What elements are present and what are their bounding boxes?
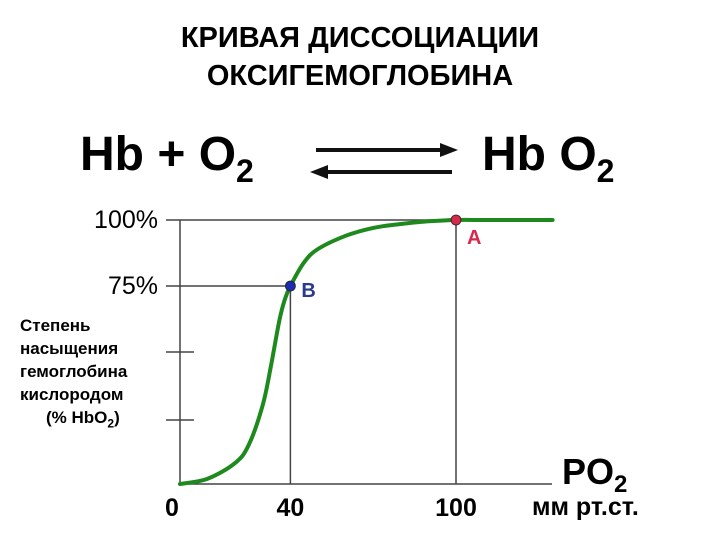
- y-axis-label-line: Степень: [20, 316, 91, 335]
- y-axis-label-subscript: 2: [107, 416, 115, 431]
- y-axis-label-close: ): [114, 408, 120, 427]
- equation-product-text: Hb O: [482, 128, 597, 181]
- x-tick-label: 0: [165, 494, 179, 522]
- x-axis-label-text: PO: [562, 451, 615, 492]
- saturation-curve: [178, 217, 555, 486]
- point-b-label: B: [301, 280, 315, 302]
- equation-product: Hb O2: [482, 130, 614, 196]
- point-a-label: A: [467, 227, 481, 249]
- reversible-reaction-arrows: [310, 143, 458, 179]
- y-axis-label-text: (% HbO: [46, 408, 108, 427]
- y-axis-label-line: кислородом: [20, 385, 124, 404]
- x-axis-label: PO2: [562, 452, 627, 505]
- chart-title-line-2: ОКСИГЕМОГЛОБИНА: [206, 60, 514, 92]
- x-axis-label-subscript: 2: [614, 471, 628, 498]
- equation-product-subscript: 2: [596, 153, 615, 189]
- y-tick-label: 75%: [108, 272, 158, 300]
- y-axis-label: Степень насыщения гемоглобина кислородом…: [20, 314, 127, 435]
- equation-reactants-text: Hb + O: [80, 128, 237, 181]
- point-b-marker: [284, 280, 296, 292]
- y-axis-label-line: (% HbO2): [20, 406, 127, 435]
- forward-arrowhead-icon: [440, 143, 458, 157]
- equation-reactants: Hb + O2: [80, 130, 254, 196]
- point-a-marker: [450, 214, 462, 226]
- y-tick-label: 100%: [94, 206, 158, 234]
- reverse-arrowhead-icon: [310, 165, 328, 179]
- marked-points: AB: [284, 214, 481, 302]
- y-axis-label-line: насыщения: [20, 339, 119, 358]
- x-tick-label: 40: [276, 494, 304, 522]
- x-tick-label: 100: [435, 494, 477, 522]
- x-axis-unit: мм рт.ст.: [532, 493, 639, 521]
- x-tick-labels: 0 40 100: [165, 494, 477, 522]
- equation-reactants-subscript: 2: [236, 153, 254, 189]
- y-tick-labels: 100% 75%: [94, 206, 158, 300]
- chart-title-line-1: КРИВАЯ ДИССОЦИАЦИИ: [180, 22, 540, 54]
- guide-lines: [166, 219, 457, 484]
- y-axis-label-line: гемоглобина: [20, 362, 128, 381]
